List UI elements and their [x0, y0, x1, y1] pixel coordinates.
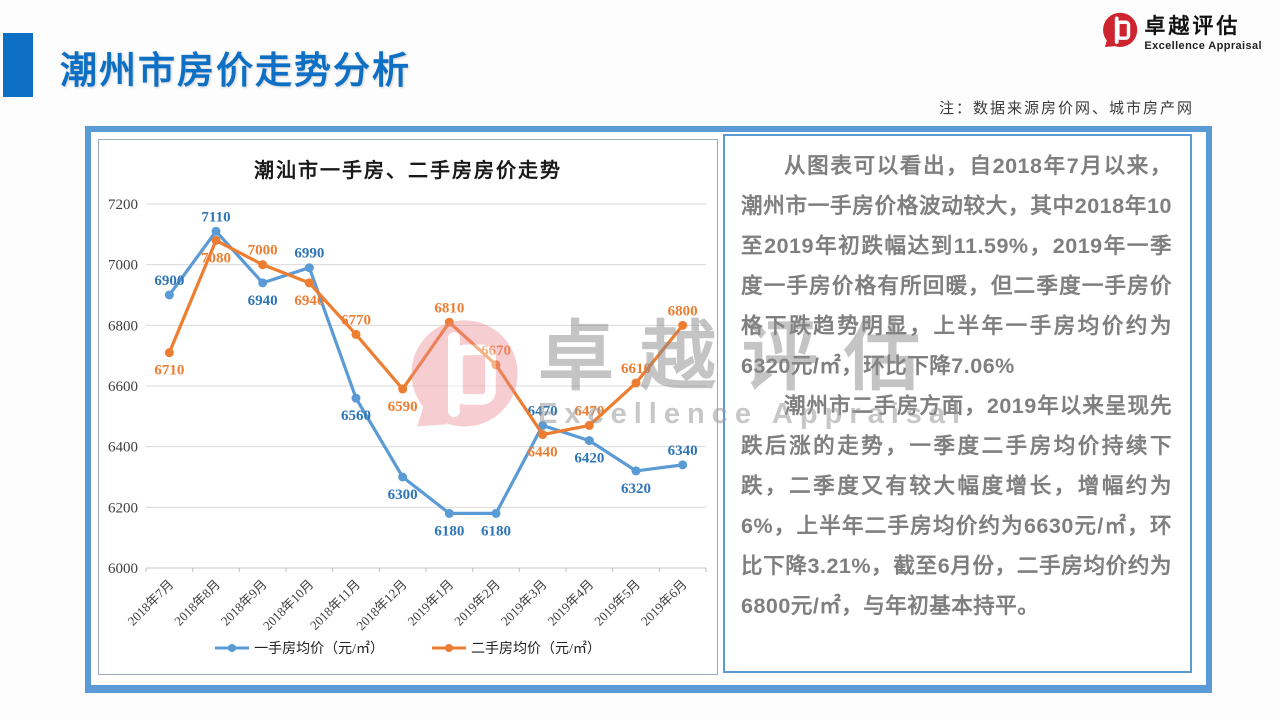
data-point-label: 6800 — [668, 303, 698, 319]
data-point-label: 6900 — [154, 273, 184, 289]
data-point-marker — [584, 420, 594, 430]
data-point-marker — [538, 420, 548, 430]
data-point-marker — [678, 320, 688, 330]
data-point-label: 6320 — [621, 481, 651, 497]
data-point-marker — [631, 378, 641, 388]
data-point-label: 6670 — [481, 343, 511, 359]
x-axis-category-label: 2018年7月 — [124, 577, 176, 629]
data-point-label: 6940 — [294, 293, 324, 309]
data-source-note: 注：数据来源房价网、城市房产网 — [938, 101, 1194, 117]
data-point-marker — [211, 226, 221, 236]
data-point-label: 6300 — [388, 487, 418, 503]
data-point-marker — [631, 466, 641, 476]
data-point-label: 7110 — [201, 209, 230, 225]
legend-item: 二手房均价（元/㎡） — [432, 638, 601, 658]
data-point-marker — [304, 263, 314, 273]
data-point-label: 6940 — [248, 293, 278, 309]
data-point-marker — [444, 508, 454, 518]
data-point-marker — [351, 393, 361, 403]
data-point-marker — [398, 384, 408, 394]
data-point-marker — [164, 290, 174, 300]
chart-legend: 一手房均价（元/㎡） 二手房均价（元/㎡） — [99, 638, 717, 658]
x-axis-category-label: 2019年1月 — [404, 577, 456, 629]
data-point-marker — [491, 508, 501, 518]
legend-label: 二手房均价（元/㎡） — [471, 642, 601, 657]
brand-name-en: Excellence Appraisal — [1144, 40, 1262, 52]
title-accent-square — [3, 33, 33, 97]
y-axis-tick-label: 6200 — [108, 500, 138, 516]
x-axis-category-label: 2019年6月 — [638, 577, 690, 629]
x-axis-category-label: 2018年12月 — [353, 577, 410, 634]
y-axis-tick-label: 7200 — [108, 197, 138, 213]
data-point-marker — [258, 260, 268, 270]
data-point-label: 6470 — [528, 403, 558, 419]
data-point-label: 6180 — [481, 523, 511, 539]
data-point-label: 6180 — [434, 523, 464, 539]
content-frame: 潮汕市一手房、二手房房价走势 6000 6200 6400 6600 6800 7000 7… — [85, 126, 1212, 693]
data-point-label: 6440 — [528, 445, 558, 461]
data-point-marker — [444, 317, 454, 327]
data-point-label: 6560 — [341, 408, 371, 424]
data-point-label: 6990 — [294, 246, 324, 262]
legend-marker-icon — [432, 644, 466, 652]
data-point-label: 6470 — [574, 403, 604, 419]
data-point-label: 6770 — [341, 312, 371, 328]
data-point-marker — [538, 430, 548, 440]
y-axis-tick-label: 6000 — [108, 561, 138, 577]
brand-name-cn: 卓越评估 — [1144, 14, 1241, 38]
legend-marker-icon — [215, 644, 250, 652]
chart-title: 潮汕市一手房、二手房房价走势 — [254, 160, 562, 182]
data-point-label: 6420 — [574, 451, 604, 467]
data-point-marker — [351, 329, 361, 339]
data-point-label: 6810 — [434, 300, 464, 316]
data-point-label: 6590 — [388, 399, 418, 415]
data-point-marker — [164, 348, 174, 358]
data-point-marker — [491, 360, 501, 370]
x-axis-category-label: 2019年5月 — [591, 577, 643, 629]
y-axis-tick-label: 7000 — [108, 258, 138, 274]
brand-logo: 卓越评估 Excellence Appraisal — [1100, 10, 1262, 52]
legend-label: 一手房均价（元/㎡） — [254, 642, 384, 657]
data-point-marker — [304, 278, 314, 288]
analysis-paragraph-2: 潮州市二手房方面，2019年以来呈现先跌后涨的走势，一季度二手房均价持续下跌，二… — [741, 394, 1172, 618]
data-point-marker — [211, 235, 221, 245]
series-line — [167, 229, 685, 515]
y-axis-tick-label: 6400 — [108, 440, 138, 456]
y-axis-tick-label: 6800 — [108, 318, 138, 334]
price-trend-line-chart: 60006200640066006800700072002018年7月2018年… — [108, 197, 707, 634]
x-axis-category-label: 2019年4月 — [544, 577, 596, 629]
chart-panel: 潮汕市一手房、二手房房价走势 6000 6200 6400 6600 6800 7000 7… — [98, 139, 718, 675]
data-point-label: 6340 — [668, 443, 698, 459]
analysis-panel: 从图表可以看出，自2018年7月以来，潮州市一手房价格波动较大，其中2018年1… — [723, 134, 1192, 673]
data-point-marker — [584, 436, 594, 446]
data-point-marker — [678, 460, 688, 470]
data-point-label: 6710 — [154, 363, 184, 379]
legend-item: 一手房均价（元/㎡） — [215, 638, 384, 658]
data-point-label: 7080 — [201, 250, 231, 266]
x-axis-category-label: 2018年8月 — [171, 577, 223, 629]
data-point-marker — [398, 472, 408, 482]
x-axis-category-label: 2019年2月 — [451, 577, 503, 629]
data-point-label: 7000 — [248, 243, 278, 259]
series-line — [167, 238, 685, 437]
page-title: 潮州市房价走势分析 — [60, 50, 411, 91]
data-point-marker — [258, 278, 268, 288]
excellence-appraisal-logo-icon — [1103, 12, 1138, 47]
data-point-label: 6610 — [621, 361, 651, 377]
y-axis-tick-label: 6600 — [108, 379, 138, 395]
x-axis-category-label: 2019年3月 — [498, 577, 550, 629]
analysis-paragraph-1: 从图表可以看出，自2018年7月以来，潮州市一手房价格波动较大，其中2018年1… — [741, 154, 1172, 378]
